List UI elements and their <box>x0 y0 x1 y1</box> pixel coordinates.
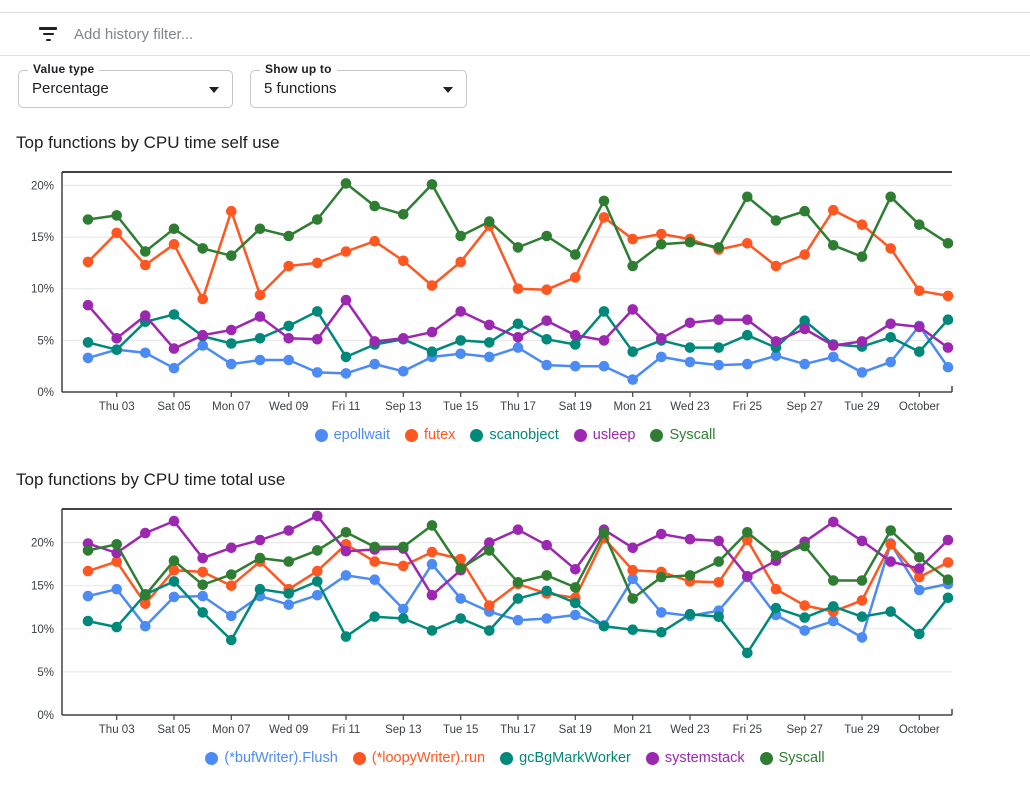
svg-text:20%: 20% <box>31 180 54 192</box>
svg-text:Sep 13: Sep 13 <box>385 401 421 413</box>
svg-text:Sat 19: Sat 19 <box>559 401 592 413</box>
show-up-to-select[interactable]: Show up to 5 functions <box>250 62 467 108</box>
svg-text:Thu 17: Thu 17 <box>500 401 536 413</box>
legend-label: epollwait <box>333 427 390 443</box>
history-filter-input[interactable] <box>72 24 936 44</box>
legend-item-Syscall: Syscall <box>650 427 715 443</box>
cpu-total-use-legend: (*bufWriter).Flush (*loopyWriter).run gcBg… <box>0 748 1030 768</box>
cpu-total-use-chart-title: Top functions by CPU time total use <box>16 470 286 489</box>
svg-text:Fri 11: Fri 11 <box>332 724 361 736</box>
svg-text:Thu 03: Thu 03 <box>99 401 135 413</box>
series-color-dot-icon <box>470 428 484 442</box>
cpu-total-use-chart: Thu 03 Sat 05 Mon 07 Wed 09 Fri 11 Sep 13 Tue … <box>10 503 1030 746</box>
svg-text:Fri 11: Fri 11 <box>332 401 361 413</box>
filter-bar-divider <box>0 55 1030 56</box>
legend-label: Syscall <box>778 750 825 766</box>
legend-item-epollwait: epollwait <box>314 427 390 443</box>
svg-text:Fri 25: Fri 25 <box>733 724 762 736</box>
top-divider <box>0 12 1030 13</box>
filter-list-icon[interactable] <box>38 27 58 41</box>
series-color-dot-icon <box>314 428 328 442</box>
cpu-self-use-legend: epollwait futex scanobject usleep Syscall <box>0 425 1030 445</box>
caret-down-icon <box>209 87 219 93</box>
series-color-dot-icon <box>645 751 659 765</box>
legend-label: gcBgMarkWorker <box>519 750 631 766</box>
svg-text:Sat 05: Sat 05 <box>157 724 190 736</box>
history-filter-bar <box>0 13 1030 55</box>
svg-text:Wed 23: Wed 23 <box>670 724 709 736</box>
svg-text:Wed 09: Wed 09 <box>269 724 308 736</box>
legend-item-gcBgMarkWorker: gcBgMarkWorker <box>500 750 631 766</box>
legend-label: (*bufWriter).Flush <box>224 750 338 766</box>
svg-text:Tue 15: Tue 15 <box>443 724 478 736</box>
legend-label: (*loopyWriter).run <box>371 750 486 766</box>
legend-item-systemstack: systemstack <box>645 750 745 766</box>
series-color-dot-icon <box>352 751 366 765</box>
svg-text:Tue 29: Tue 29 <box>844 724 879 736</box>
svg-text:Mon 21: Mon 21 <box>614 724 652 736</box>
svg-text:Thu 03: Thu 03 <box>99 724 135 736</box>
svg-text:10%: 10% <box>31 624 54 636</box>
cpu-self-use-chart-title: Top functions by CPU time self use <box>16 133 280 152</box>
legend-label: futex <box>423 427 456 443</box>
legend-item-usleep: usleep <box>573 427 636 443</box>
legend-item-scanobject: scanobject <box>470 427 559 443</box>
legend-item-Syscall: Syscall <box>759 750 825 766</box>
svg-text:5%: 5% <box>37 335 54 347</box>
value-type-selected-value: Percentage <box>32 80 109 97</box>
show-up-to-label: Show up to <box>260 62 337 76</box>
svg-text:15%: 15% <box>31 232 54 244</box>
series-color-dot-icon <box>205 751 219 765</box>
series-color-dot-icon <box>650 428 664 442</box>
svg-text:Mon 07: Mon 07 <box>212 401 250 413</box>
svg-text:Sat 19: Sat 19 <box>559 724 592 736</box>
svg-text:0%: 0% <box>37 710 54 722</box>
legend-item-futex: futex <box>404 427 456 443</box>
svg-text:10%: 10% <box>31 284 54 296</box>
show-up-to-selected-value: 5 functions <box>264 80 337 97</box>
legend-item-(*loopyWriter).run: (*loopyWriter).run <box>352 750 486 766</box>
svg-text:Tue 29: Tue 29 <box>844 401 879 413</box>
value-type-select[interactable]: Value type Percentage <box>18 62 233 108</box>
series-color-dot-icon <box>500 751 514 765</box>
legend-label: usleep <box>592 427 636 443</box>
svg-text:October: October <box>899 724 940 736</box>
cpu-self-use-chart: Thu 03 Sat 05 Mon 07 Wed 09 Fri 11 Sep 13 Tue … <box>10 166 1030 423</box>
svg-text:Sep 27: Sep 27 <box>786 724 822 736</box>
svg-text:Wed 23: Wed 23 <box>670 401 709 413</box>
series-color-dot-icon <box>573 428 587 442</box>
svg-text:Mon 21: Mon 21 <box>614 401 652 413</box>
svg-text:Fri 25: Fri 25 <box>733 401 762 413</box>
svg-text:0%: 0% <box>37 387 54 399</box>
value-type-label: Value type <box>28 62 100 76</box>
svg-text:Sep 27: Sep 27 <box>786 401 822 413</box>
chart-plot-area[interactable]: Thu 03 Sat 05 Mon 07 Wed 09 Fri 11 Sep 13 Tue … <box>10 166 1010 418</box>
legend-label: scanobject <box>489 427 559 443</box>
caret-down-icon <box>443 87 453 93</box>
svg-text:October: October <box>899 401 940 413</box>
svg-text:15%: 15% <box>31 581 54 593</box>
svg-text:Sat 05: Sat 05 <box>157 401 190 413</box>
svg-text:20%: 20% <box>31 538 54 550</box>
series-color-dot-icon <box>404 428 418 442</box>
svg-text:Thu 17: Thu 17 <box>500 724 536 736</box>
svg-text:Mon 07: Mon 07 <box>212 724 250 736</box>
chart-plot-area[interactable]: Thu 03 Sat 05 Mon 07 Wed 09 Fri 11 Sep 13 Tue … <box>10 503 1010 741</box>
legend-label: systemstack <box>664 750 745 766</box>
series-color-dot-icon <box>759 751 773 765</box>
legend-item-(*bufWriter).Flush: (*bufWriter).Flush <box>205 750 338 766</box>
svg-text:Sep 13: Sep 13 <box>385 724 421 736</box>
svg-text:Wed 09: Wed 09 <box>269 401 308 413</box>
svg-text:5%: 5% <box>37 667 54 679</box>
legend-label: Syscall <box>669 427 716 443</box>
chart-controls: Value type Percentage Show up to 5 funct… <box>18 62 1030 108</box>
svg-text:Tue 15: Tue 15 <box>443 401 478 413</box>
